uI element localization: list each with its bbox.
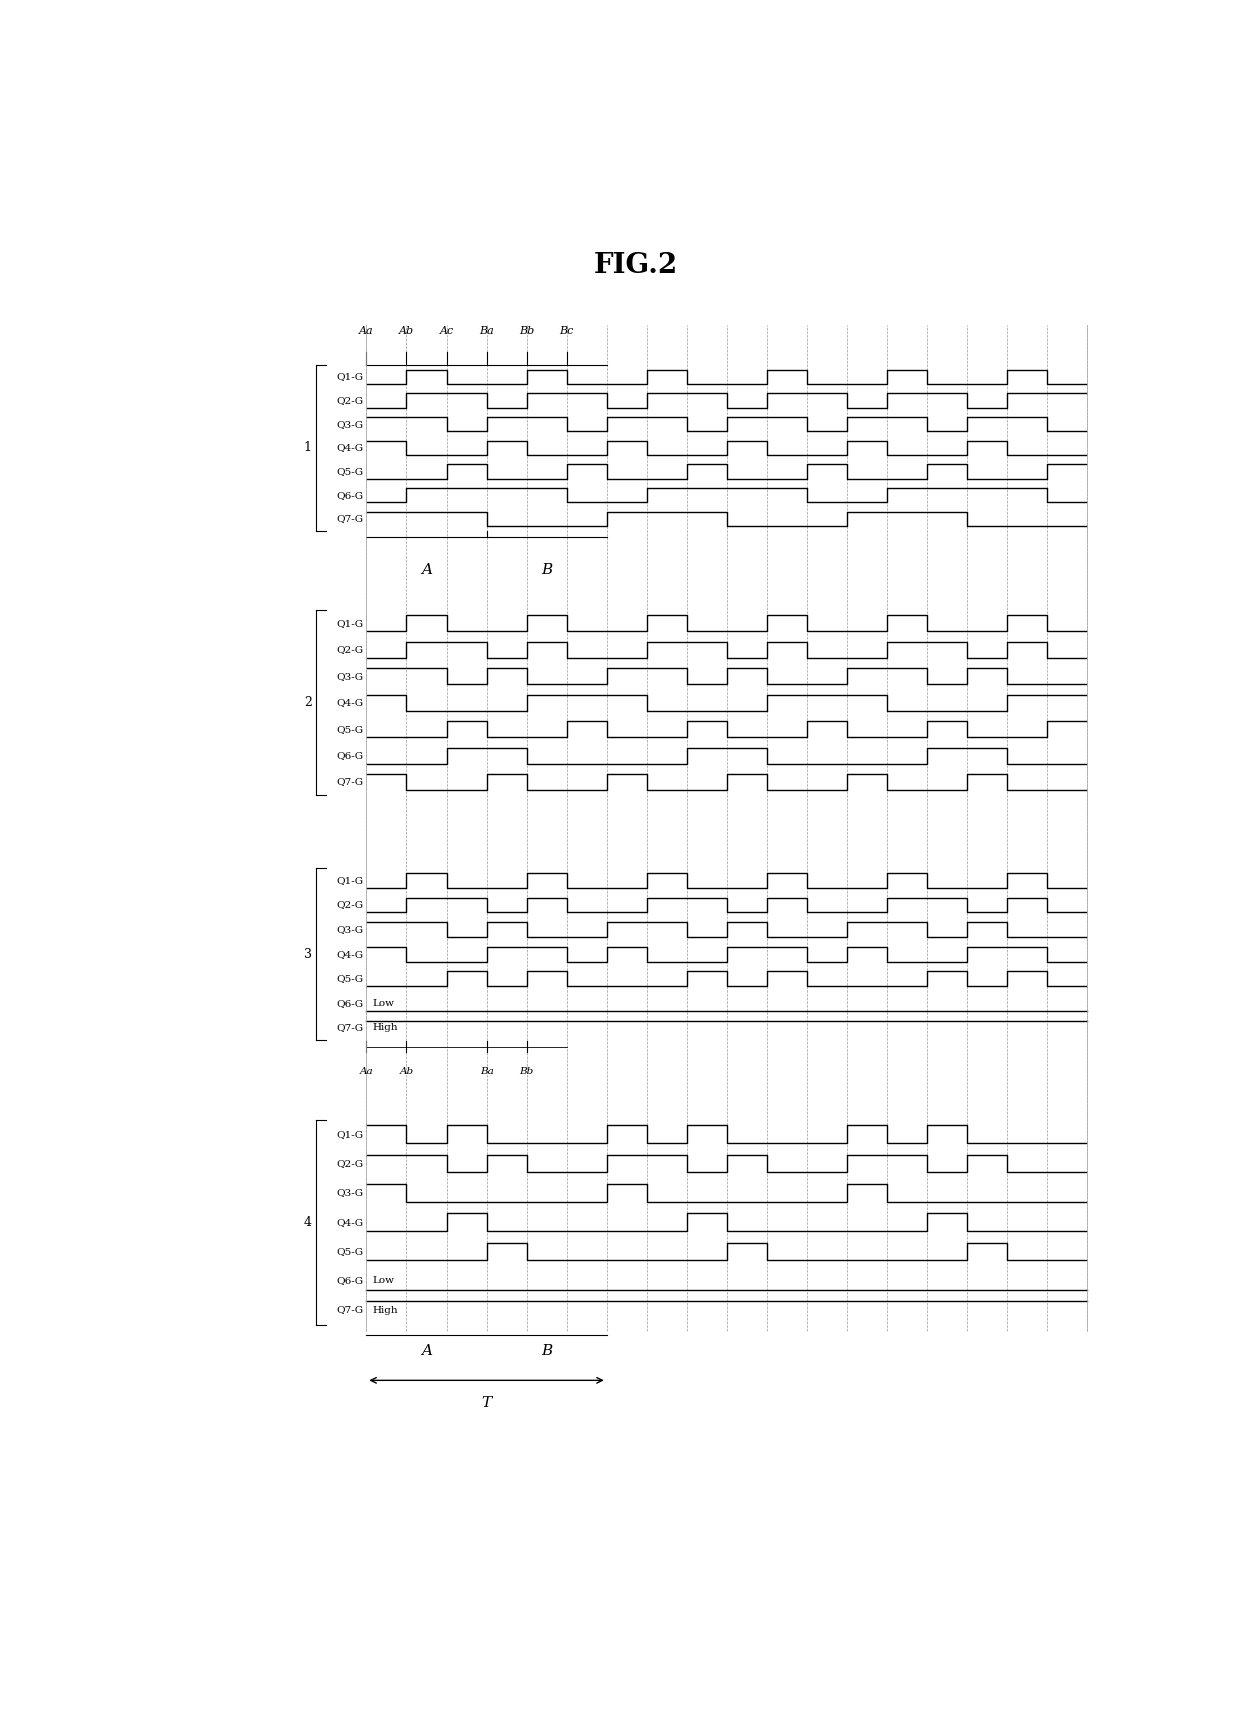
Text: Ac: Ac: [439, 327, 454, 335]
Text: Q4-G: Q4-G: [336, 444, 363, 452]
Text: B: B: [541, 564, 552, 578]
Text: Q3-G: Q3-G: [336, 672, 363, 681]
Text: 4: 4: [304, 1215, 311, 1229]
Text: Bc: Bc: [559, 327, 574, 335]
Text: Q6-G: Q6-G: [336, 751, 363, 760]
Text: Q7-G: Q7-G: [336, 1306, 363, 1315]
Text: Ab: Ab: [399, 1066, 413, 1076]
Text: Ba: Ba: [480, 1066, 494, 1076]
Text: Q7-G: Q7-G: [336, 1023, 363, 1033]
Text: Q6-G: Q6-G: [336, 1275, 363, 1286]
Text: B: B: [541, 1344, 552, 1358]
Text: Aa: Aa: [360, 1066, 373, 1076]
Text: Q3-G: Q3-G: [336, 925, 363, 933]
Text: Q6-G: Q6-G: [336, 490, 363, 500]
Text: Q1-G: Q1-G: [336, 1129, 363, 1138]
Text: Q3-G: Q3-G: [336, 419, 363, 428]
Text: Q4-G: Q4-G: [336, 949, 363, 959]
Text: Q1-G: Q1-G: [336, 373, 363, 382]
Text: Aa: Aa: [360, 327, 373, 335]
Text: Q7-G: Q7-G: [336, 777, 363, 787]
Text: A: A: [422, 1344, 432, 1358]
Text: Low: Low: [372, 999, 394, 1007]
Text: Q2-G: Q2-G: [336, 901, 363, 909]
Text: Bb: Bb: [520, 1066, 533, 1076]
Text: Q4-G: Q4-G: [336, 1217, 363, 1227]
Text: Q4-G: Q4-G: [336, 698, 363, 707]
Text: Low: Low: [372, 1275, 394, 1286]
Text: Q1-G: Q1-G: [336, 619, 363, 627]
Text: Q7-G: Q7-G: [336, 514, 363, 523]
Text: Ab: Ab: [399, 327, 414, 335]
Text: FIG.2: FIG.2: [594, 253, 677, 280]
Text: Q2-G: Q2-G: [336, 395, 363, 406]
Text: High: High: [372, 1306, 398, 1315]
Text: Q5-G: Q5-G: [336, 975, 363, 983]
Text: Q5-G: Q5-G: [336, 1246, 363, 1257]
Text: High: High: [372, 1023, 398, 1033]
Text: Ba: Ba: [479, 327, 494, 335]
Text: Q1-G: Q1-G: [336, 877, 363, 885]
Text: A: A: [422, 564, 432, 578]
Text: Q2-G: Q2-G: [336, 645, 363, 655]
Text: Q5-G: Q5-G: [336, 468, 363, 476]
Text: T: T: [481, 1396, 491, 1410]
Text: Q2-G: Q2-G: [336, 1159, 363, 1167]
Text: Bb: Bb: [520, 327, 534, 335]
Text: Q6-G: Q6-G: [336, 999, 363, 1007]
Text: Q3-G: Q3-G: [336, 1188, 363, 1198]
Text: Q5-G: Q5-G: [336, 725, 363, 734]
Text: 2: 2: [304, 696, 311, 710]
Text: 3: 3: [304, 947, 311, 961]
Text: 1: 1: [304, 442, 311, 454]
